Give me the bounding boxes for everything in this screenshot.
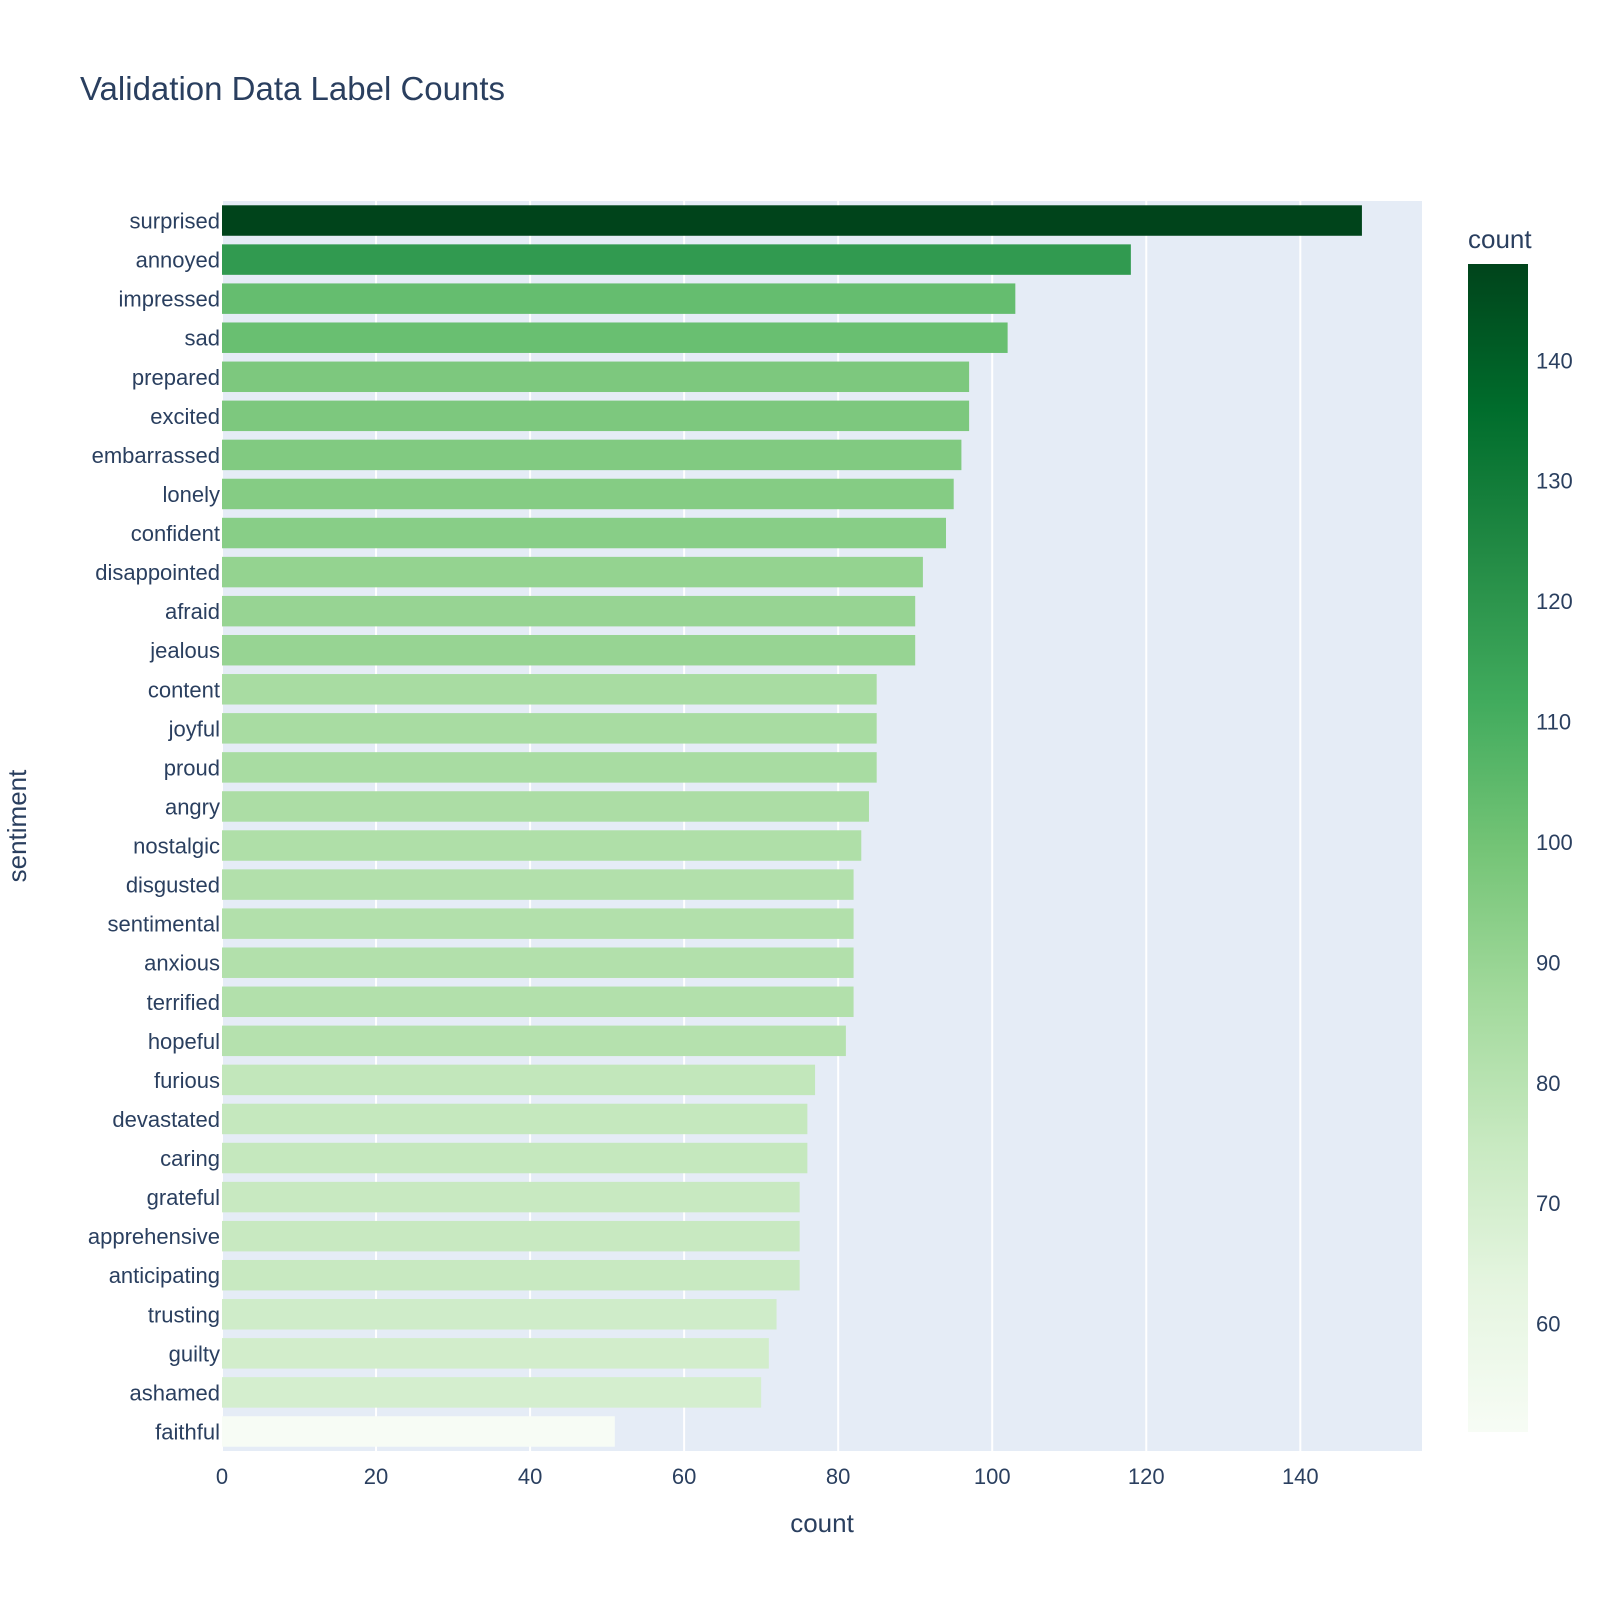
x-tick-label: 40 [518,1464,542,1489]
bar-lonely [222,478,954,510]
bar-sad [222,322,1008,353]
x-tick-label: 140 [1282,1464,1319,1489]
y-tick-label: sad [185,326,220,351]
y-tick-label: impressed [119,287,220,312]
x-tick-label: 100 [974,1464,1011,1489]
y-tick-label: confident [131,521,220,546]
y-tick-label: devastated [112,1107,220,1132]
bar-embarrassed [222,439,962,471]
colorbar-tick-labels: 60 70 80 90 100 110 120 130 140 [1536,348,1573,1336]
colorbar-tick-label: 100 [1536,830,1573,855]
bar-anxious [222,947,854,978]
y-tick-label: surprised [130,209,220,234]
y-axis-title: sentiment [2,769,32,882]
y-tick-label: proud [164,755,220,780]
bar-trusting [222,1299,777,1330]
x-axis-title: count [790,1508,854,1538]
colorbar-tick-label: 140 [1536,348,1573,373]
y-tick-label: nostalgic [133,834,220,859]
bar-content [222,674,877,705]
bar-devastated [222,1103,808,1135]
colorbar-tick-label: 120 [1536,589,1573,614]
colorbar-tick-label: 130 [1536,469,1573,494]
y-tick-label: grateful [147,1185,220,1210]
x-tick-label: 0 [216,1464,228,1489]
colorbar-tick-label: 60 [1536,1312,1560,1337]
bar-proud [222,752,877,783]
bar-terrified [222,986,854,1018]
y-tick-label: angry [165,794,220,819]
bar-grateful [222,1181,800,1213]
colorbar-tick-label: 90 [1536,950,1560,975]
x-tick-label: 60 [672,1464,696,1489]
y-tick-label: excited [150,404,220,429]
bar-afraid [222,595,916,627]
bar-disappointed [222,556,923,588]
y-tick-label: prepared [132,365,220,390]
bar-ashamed [222,1377,762,1408]
y-tick-label: annoyed [136,248,220,273]
colorbar [1468,264,1528,1432]
y-tick-label: lonely [163,482,220,507]
bar-impressed [222,283,1016,314]
x-tick-label: 80 [826,1464,850,1489]
y-tick-label: terrified [147,990,220,1015]
bar-furious [222,1064,816,1096]
y-tick-labels: surprised annoyed impressed sad prepared exci… [88,209,220,1445]
y-tick-label: anticipating [109,1263,220,1288]
x-tick-label: 120 [1128,1464,1165,1489]
colorbar-title: count [1468,224,1532,254]
y-tick-label: hopeful [148,1029,220,1054]
y-tick-label: caring [160,1146,220,1171]
colorbar-tick-label: 80 [1536,1071,1560,1096]
colorbar-tick-label: 70 [1536,1191,1560,1216]
x-tick-label: 20 [364,1464,388,1489]
bar-annoyed [222,244,1131,275]
bar-joyful [222,713,877,744]
y-tick-label: jealous [149,638,220,663]
y-tick-label: ashamed [129,1380,220,1405]
bar-hopeful [222,1025,846,1057]
bar-confident [222,517,947,549]
y-tick-label: sentimental [107,912,220,937]
y-tick-label: content [148,677,220,702]
y-tick-label: joyful [168,716,220,741]
y-tick-label: disappointed [95,560,220,585]
y-tick-label: embarrassed [92,443,220,468]
y-tick-label: anxious [144,951,220,976]
bar-angry [222,791,869,822]
bar-disgusted [222,869,854,900]
y-tick-label: disgusted [126,873,220,898]
bar-guilty [222,1338,769,1369]
bar-jealous [222,634,916,666]
y-tick-label: guilty [169,1341,220,1366]
bar-apprehensive [222,1220,800,1252]
bar-faithful [222,1416,615,1447]
bar-caring [222,1142,808,1174]
bar-surprised [222,205,1362,236]
x-tick-labels: 0 20 40 60 80 100 120 140 [216,1464,1319,1489]
y-tick-label: furious [154,1068,220,1093]
colorbar-tick-label: 110 [1536,710,1571,735]
chart-title: Validation Data Label Counts [80,70,505,107]
bar-sentimental [222,908,854,939]
bar-nostalgic [222,830,862,861]
bar-excited [222,400,970,432]
y-tick-label: trusting [148,1302,220,1327]
y-tick-label: faithful [155,1419,220,1444]
y-tick-label: afraid [165,599,220,624]
bars [222,205,1362,1447]
bar-anticipating [222,1259,800,1291]
bar-prepared [222,361,970,393]
y-tick-label: apprehensive [88,1224,220,1249]
